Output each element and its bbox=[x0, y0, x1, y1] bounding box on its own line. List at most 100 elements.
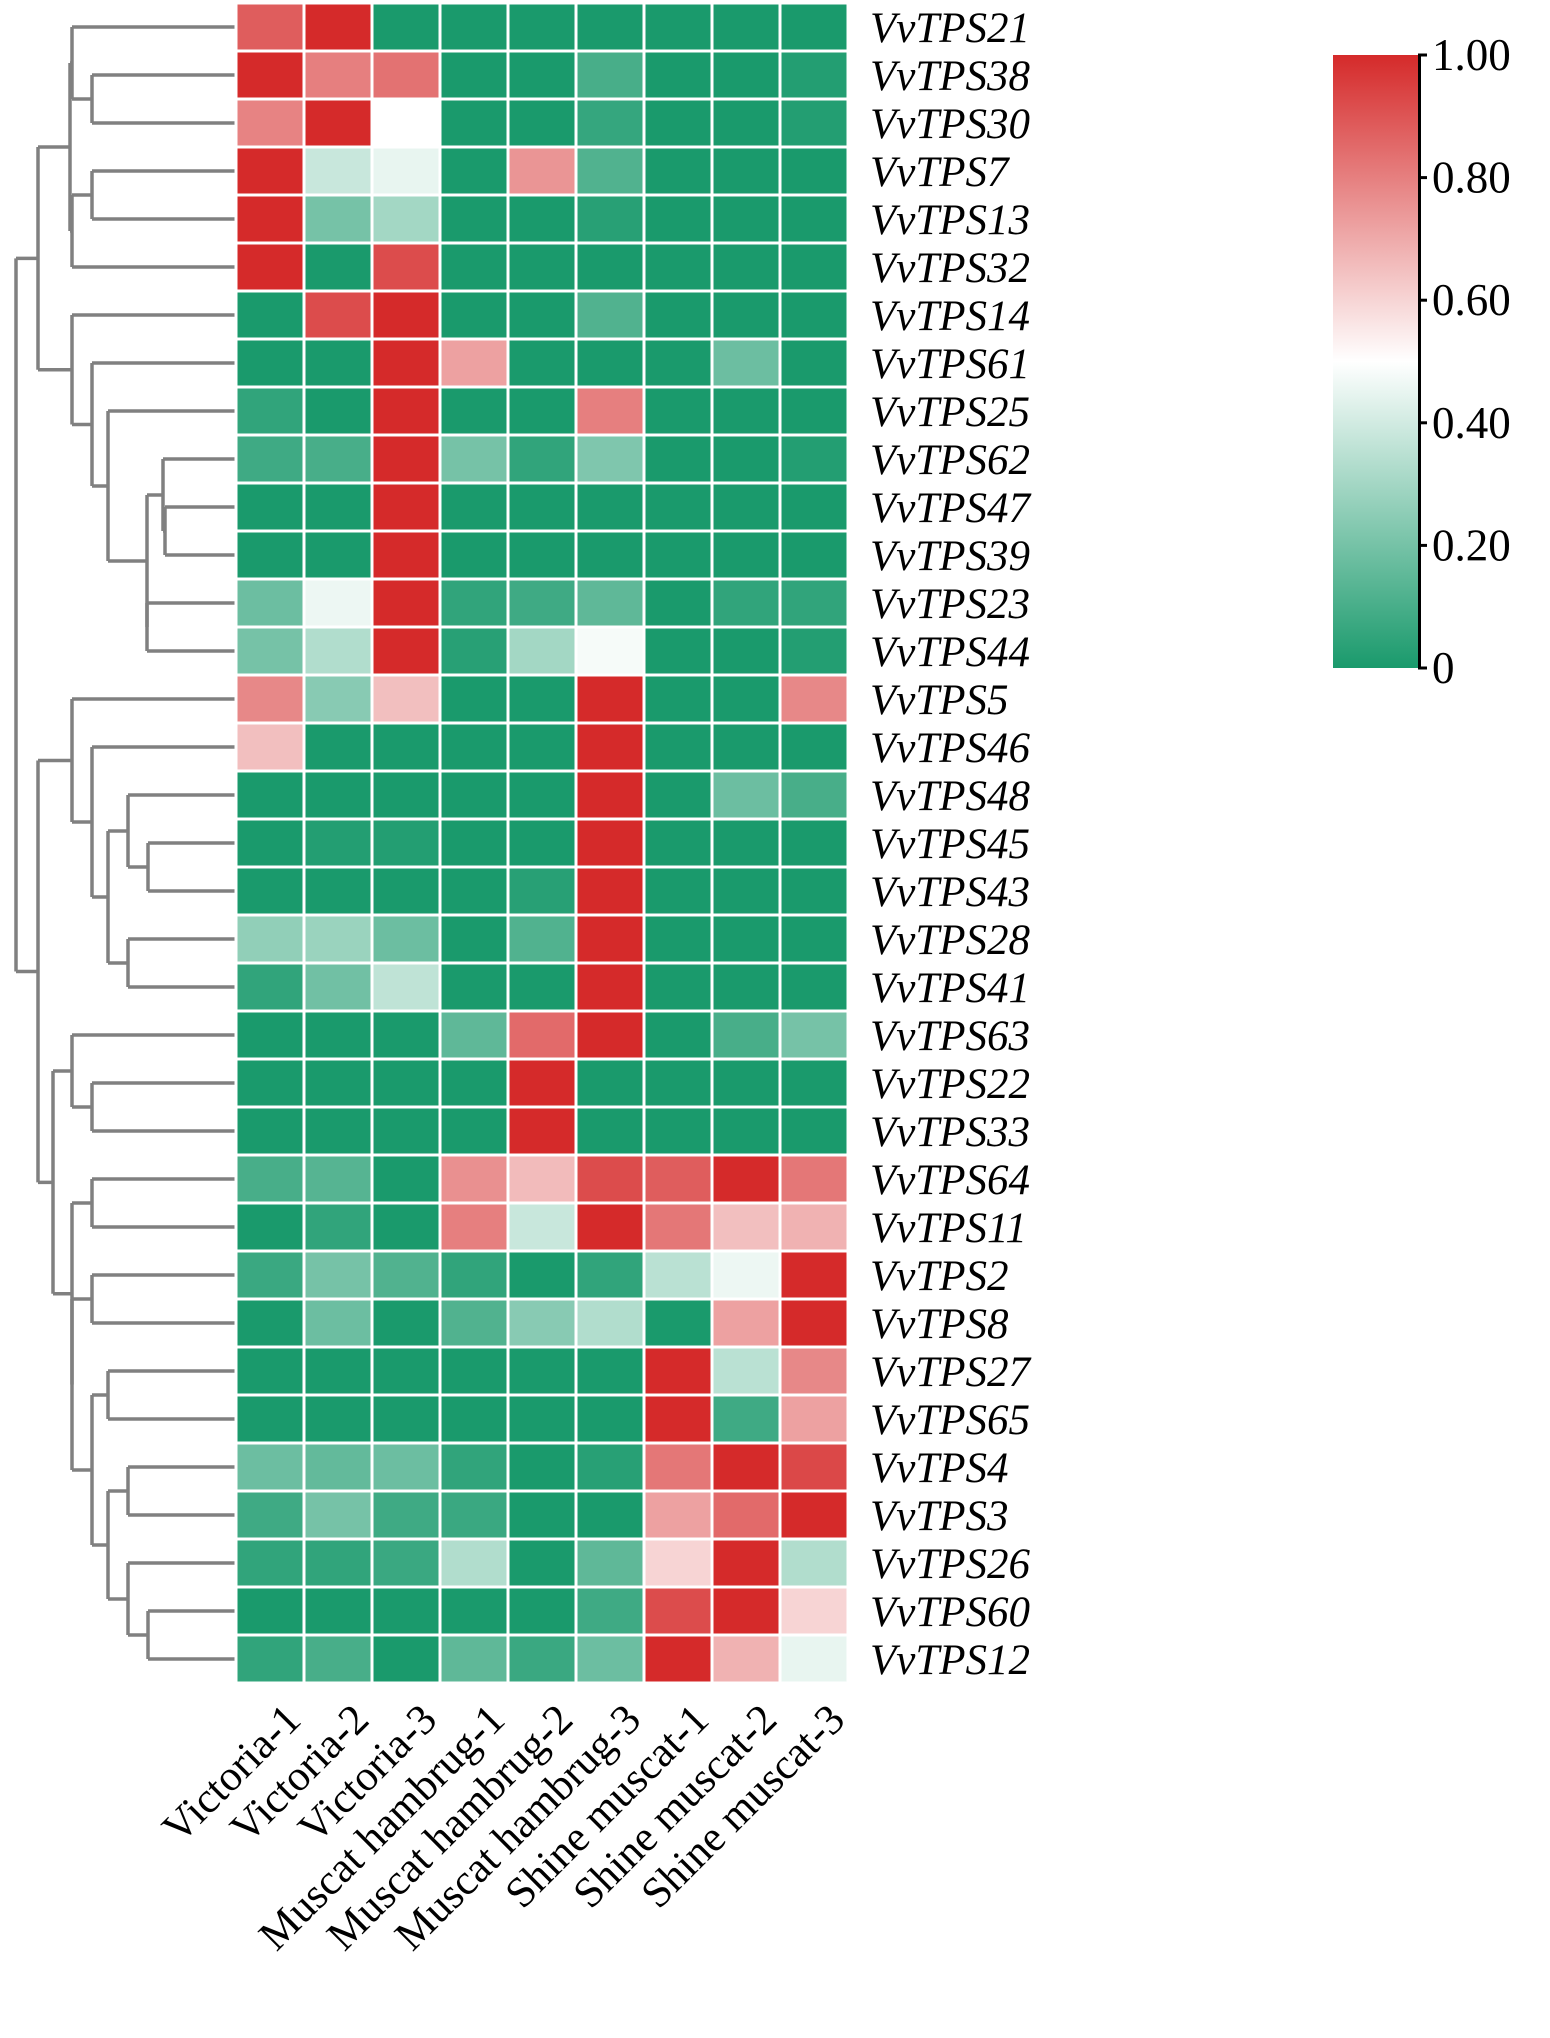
heatmap-cell bbox=[574, 433, 646, 485]
heatmap-cell bbox=[710, 1633, 782, 1685]
heatmap-cell bbox=[574, 97, 646, 149]
heatmap-cell bbox=[302, 865, 374, 917]
heatmap-cell bbox=[506, 817, 578, 869]
row-label: VvTPS38 bbox=[870, 53, 1031, 100]
heatmap-cell bbox=[234, 961, 306, 1013]
heatmap-cell bbox=[710, 1297, 782, 1349]
heatmap-cell bbox=[370, 193, 442, 245]
heatmap-cell bbox=[302, 1249, 374, 1301]
row-labels: VvTPS21VvTPS38VvTPS30VvTPS7VvTPS13VvTPS3… bbox=[870, 5, 1032, 1684]
heatmap-cell bbox=[438, 1537, 510, 1589]
heatmap-cell bbox=[506, 481, 578, 533]
heatmap-cell bbox=[710, 1345, 782, 1397]
heatmap-cell bbox=[234, 337, 306, 389]
heatmap-cell bbox=[302, 577, 374, 629]
heatmap-cell bbox=[778, 1585, 850, 1637]
heatmap-cell bbox=[642, 1249, 714, 1301]
heatmap-cell bbox=[302, 1441, 374, 1493]
heatmap-cell bbox=[778, 529, 850, 581]
heatmap-cell bbox=[438, 1057, 510, 1109]
heatmap-cell bbox=[302, 1201, 374, 1253]
heatmap-cell bbox=[506, 1489, 578, 1541]
heatmap-cell bbox=[438, 1105, 510, 1157]
heatmap-cell bbox=[234, 145, 306, 197]
heatmap-cells bbox=[234, 1, 850, 1685]
heatmap-cell bbox=[506, 1249, 578, 1301]
heatmap-cell bbox=[234, 865, 306, 917]
heatmap-cell bbox=[778, 769, 850, 821]
heatmap-cell bbox=[778, 913, 850, 965]
heatmap-cell bbox=[370, 49, 442, 101]
heatmap-cell bbox=[642, 721, 714, 773]
heatmap-cell bbox=[642, 1105, 714, 1157]
heatmap-cell bbox=[370, 913, 442, 965]
heatmap-cell bbox=[370, 1057, 442, 1109]
heatmap-cell bbox=[438, 1633, 510, 1685]
heatmap-cell bbox=[438, 337, 510, 389]
heatmap-cell bbox=[778, 1201, 850, 1253]
heatmap-cell bbox=[642, 1057, 714, 1109]
row-label: VvTPS30 bbox=[870, 101, 1030, 148]
heatmap-cell bbox=[642, 49, 714, 101]
heatmap-cell bbox=[574, 625, 646, 677]
heatmap-cell bbox=[574, 1153, 646, 1205]
heatmap-cell bbox=[710, 1537, 782, 1589]
heatmap-cell bbox=[506, 97, 578, 149]
heatmap-cell bbox=[642, 1297, 714, 1349]
heatmap-cell bbox=[574, 337, 646, 389]
heatmap-cell bbox=[234, 481, 306, 533]
heatmap-cell bbox=[574, 721, 646, 773]
heatmap-cell bbox=[778, 481, 850, 533]
heatmap-cell bbox=[574, 1297, 646, 1349]
row-label: VvTPS26 bbox=[870, 1541, 1031, 1588]
heatmap-cell bbox=[642, 577, 714, 629]
heatmap-cell bbox=[234, 241, 306, 293]
heatmap-cell bbox=[506, 1393, 578, 1445]
row-label: VvTPS63 bbox=[870, 1013, 1030, 1060]
heatmap-cell bbox=[710, 481, 782, 533]
heatmap-cell bbox=[710, 241, 782, 293]
heatmap-cell bbox=[710, 721, 782, 773]
heatmap-cell bbox=[234, 1345, 306, 1397]
heatmap-cell bbox=[710, 385, 782, 437]
heatmap-cell bbox=[438, 769, 510, 821]
heatmap-cell bbox=[506, 961, 578, 1013]
heatmap-cell bbox=[438, 1345, 510, 1397]
heatmap-cell bbox=[574, 1345, 646, 1397]
heatmap-cell bbox=[438, 49, 510, 101]
heatmap-cell bbox=[574, 385, 646, 437]
heatmap-cell bbox=[778, 1249, 850, 1301]
heatmap-cell bbox=[370, 1441, 442, 1493]
heatmap-cell bbox=[778, 1441, 850, 1493]
heatmap-cell bbox=[642, 1393, 714, 1445]
heatmap-cell bbox=[438, 961, 510, 1013]
heatmap-cell bbox=[234, 913, 306, 965]
row-label: VvTPS39 bbox=[870, 533, 1030, 580]
heatmap-cell bbox=[234, 1297, 306, 1349]
heatmap-cell bbox=[574, 1393, 646, 1445]
heatmap-cell bbox=[778, 337, 850, 389]
heatmap-cell bbox=[370, 289, 442, 341]
heatmap-cell bbox=[506, 1633, 578, 1685]
heatmap-cell bbox=[302, 1537, 374, 1589]
heatmap-cell bbox=[642, 1585, 714, 1637]
heatmap-cell bbox=[574, 1105, 646, 1157]
row-label: VvTPS7 bbox=[870, 149, 1010, 196]
heatmap-cell bbox=[778, 673, 850, 725]
heatmap-cell bbox=[438, 577, 510, 629]
heatmap-cell bbox=[302, 1345, 374, 1397]
heatmap-cell bbox=[302, 721, 374, 773]
heatmap-cell bbox=[710, 1057, 782, 1109]
row-label: VvTPS8 bbox=[870, 1301, 1009, 1348]
heatmap-cell bbox=[506, 385, 578, 437]
heatmap-cell bbox=[302, 625, 374, 677]
heatmap-cell bbox=[506, 1537, 578, 1589]
heatmap-cell bbox=[574, 1249, 646, 1301]
heatmap-cell bbox=[710, 1105, 782, 1157]
heatmap-cell bbox=[438, 1201, 510, 1253]
heatmap-cell bbox=[506, 145, 578, 197]
heatmap-cell bbox=[302, 529, 374, 581]
color-scale-tick-label: 0.40 bbox=[1432, 398, 1511, 448]
row-label: VvTPS46 bbox=[870, 725, 1031, 772]
heatmap-cell bbox=[574, 145, 646, 197]
